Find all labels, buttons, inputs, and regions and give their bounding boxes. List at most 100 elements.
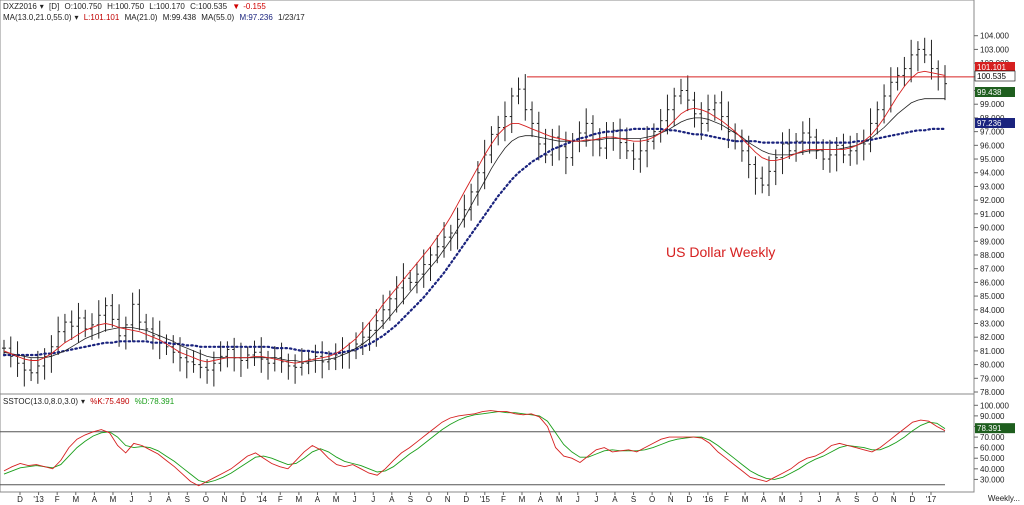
x-tick-label: D (686, 495, 692, 504)
caret-down-icon[interactable]: ▾ (39, 2, 44, 11)
symbol-label[interactable]: DXZ2016 (3, 2, 37, 11)
x-tick-label: D (240, 495, 246, 504)
x-tick-label: D (910, 495, 916, 504)
last-value-label: 100.535 (977, 72, 1006, 81)
stoch-tick-label: 70.000 (980, 433, 1005, 442)
ma-header: MA(13.0,21.0,55.0) ▾ L:101.101 MA(21.0) M… (3, 13, 308, 23)
x-tick-label: '13 (33, 495, 44, 504)
x-tick-label: N (222, 495, 228, 504)
date-label: 1/23/17 (278, 13, 305, 22)
ma13-value: L:101.101 (83, 13, 120, 22)
last-value-label: 97.236 (977, 119, 1002, 128)
price-tick-label: 97.000 (980, 128, 1005, 137)
price-tick-label: 88.000 (980, 251, 1005, 260)
x-tick-label: J (817, 495, 821, 504)
price-header: DXZ2016 ▾ [D] O:100.750 H:100.750 L:100.1… (3, 2, 269, 12)
x-tick-label: M (333, 495, 340, 504)
ma55-label: MA(55.0) (201, 13, 235, 22)
price-tick-label: 87.000 (980, 265, 1005, 274)
price-tick-label: 96.000 (980, 141, 1005, 150)
x-tick-label: A (315, 495, 321, 504)
x-tick-label: J (799, 495, 803, 504)
x-tick-label: M (742, 495, 749, 504)
x-tick-label: J (594, 495, 598, 504)
x-tick-label: S (408, 495, 413, 504)
price-tick-label: 103.000 (980, 45, 1009, 54)
low-value: L:100.170 (149, 2, 185, 11)
price-tick-label: 80.000 (980, 361, 1005, 370)
x-tick-label: '16 (703, 495, 714, 504)
price-tick-label: 86.000 (980, 278, 1005, 287)
chart-annotation: US Dollar Weekly (666, 244, 775, 260)
last-value-box (975, 118, 1015, 128)
price-lines (2, 70, 974, 364)
price-tick-label: 94.000 (980, 169, 1005, 178)
x-tick-label: F (724, 495, 729, 504)
x-tick-label: F (55, 495, 60, 504)
x-tick-label: '17 (926, 495, 937, 504)
price-tick-label: 93.000 (980, 182, 1005, 191)
ma13-line (3, 70, 946, 364)
period-label: [D] (49, 2, 60, 11)
x-tick-label: J (148, 495, 152, 504)
price-tick-label: 84.000 (980, 306, 1005, 315)
x-tick-label: N (891, 495, 897, 504)
stoch-panel-frame (0, 393, 975, 493)
price-bars (2, 37, 947, 387)
price-tick-label: 99.000 (980, 100, 1005, 109)
last-value-box (975, 62, 1015, 72)
stoch-tick-label: 40.000 (980, 465, 1005, 474)
x-tick-label: M (72, 495, 79, 504)
x-tick-label: J (576, 495, 580, 504)
stoch-last-value-box (975, 423, 1015, 434)
price-tick-label: 83.000 (980, 319, 1005, 328)
x-tick-label: '15 (480, 495, 491, 504)
stoch-d-value: %D:78.391 (134, 397, 175, 406)
stoch-tick-label: 30.000 (980, 475, 1005, 484)
last-value-box (974, 70, 1016, 82)
high-value: H:100.750 (107, 2, 145, 11)
x-tick-label: '14 (256, 495, 267, 504)
ma21-line (3, 98, 945, 363)
ma21-label: MA(21.0) (124, 13, 158, 22)
price-tick-label: 104.000 (980, 32, 1009, 41)
price-tick-label: 89.000 (980, 237, 1005, 246)
stoch-k-line (3, 410, 946, 487)
stoch-d-line (3, 411, 946, 484)
x-tick-label: F (501, 495, 506, 504)
x-tick-label: S (631, 495, 636, 504)
price-tick-label: 85.000 (980, 292, 1005, 301)
ma-label[interactable]: MA(13.0,21.0,55.0) (3, 13, 72, 22)
caret-down-icon[interactable]: ▾ (74, 13, 79, 22)
last-value-box (975, 87, 1015, 97)
x-tick-label: J (371, 495, 375, 504)
price-tick-label: 82.000 (980, 333, 1005, 342)
price-tick-label: 91.000 (980, 210, 1005, 219)
stoch-tick-label: 60.000 (980, 444, 1005, 453)
x-tick-label: D (463, 495, 469, 504)
x-tick-label: O (649, 495, 655, 504)
stoch-header: SSTOC(13.0,8.0,3.0) ▾ %K:75.490 %D:78.391 (3, 397, 177, 407)
x-tick-label: A (166, 495, 172, 504)
x-tick-label: A (835, 495, 841, 504)
x-axis-ticks: D '13 F M A M J J A S O N D '14 F M A M J J A S O N D '15 F M A M J J A S… (17, 492, 937, 504)
open-value: O:100.750 (64, 2, 102, 11)
x-tick-label: M (110, 495, 117, 504)
price-tick-label: 92.000 (980, 196, 1005, 205)
caret-down-icon[interactable]: ▾ (81, 397, 86, 406)
x-tick-label: M (296, 495, 303, 504)
x-tick-label: N (445, 495, 451, 504)
stoch-tick-label: 100.000 (980, 401, 1009, 410)
close-value: C:100.535 (190, 2, 228, 11)
price-tick-label: 78.000 (980, 388, 1005, 397)
stoch-label[interactable]: SSTOC(13.0,8.0,3.0) (3, 397, 78, 406)
x-tick-label: N (668, 495, 674, 504)
change-value: -0.155 (243, 2, 266, 11)
price-tick-label: 79.000 (980, 374, 1005, 383)
ma55-value: M:97.236 (239, 13, 273, 22)
price-tick-label: 81.000 (980, 347, 1005, 356)
stoch-y-ticks: 30.00040.00050.00060.00070.00080.00090.0… (0, 401, 1009, 486)
timeframe-label[interactable]: Weekly... (987, 494, 1020, 503)
